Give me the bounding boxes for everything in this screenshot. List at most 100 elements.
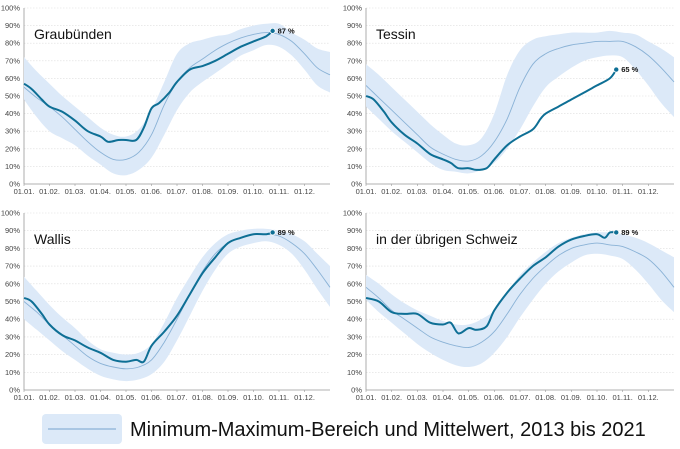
min-max-band — [24, 23, 330, 176]
x-tick-label: 01.02. — [381, 187, 402, 196]
x-tick-label: 01.10. — [243, 393, 264, 402]
mean-line — [23, 233, 331, 370]
y-tick-label: 10% — [347, 162, 362, 171]
y-tick-label: 100% — [343, 209, 363, 218]
y-tick-label: 10% — [347, 368, 362, 377]
y-tick-label: 40% — [5, 315, 20, 324]
x-tick-label: 01.04. — [433, 393, 454, 402]
y-tick-label: 100% — [1, 209, 21, 218]
y-tick-label: 40% — [347, 109, 362, 118]
x-tick-label: 01.02. — [39, 187, 60, 196]
endpoint-label: 87 % — [278, 26, 295, 35]
panel-title: in der übrigen Schweiz — [376, 231, 518, 247]
x-tick-label: 01.04. — [90, 187, 111, 196]
y-tick-label: 20% — [347, 144, 362, 153]
current-endpoint — [269, 229, 276, 236]
y-tick-label: 70% — [5, 262, 20, 271]
x-tick-label: 01.09. — [218, 187, 239, 196]
x-tick-label: 01.01. — [14, 393, 35, 402]
x-tick-label: 01.07. — [510, 187, 531, 196]
y-tick-label: 50% — [347, 92, 362, 101]
x-tick-label: 01.08. — [192, 187, 213, 196]
current-endpoint — [613, 66, 620, 73]
y-tick-label: 60% — [5, 74, 20, 83]
y-tick-label: 80% — [5, 39, 20, 48]
y-tick-label: 20% — [5, 350, 20, 359]
y-tick-label: 10% — [5, 162, 20, 171]
x-tick-label: 01.07. — [510, 393, 531, 402]
y-tick-label: 100% — [1, 4, 21, 13]
x-tick-label: 01.01. — [356, 393, 377, 402]
x-tick-label: 01.06. — [484, 393, 505, 402]
y-tick-label: 70% — [5, 56, 20, 65]
y-tick-label: 40% — [5, 109, 20, 118]
x-tick-label: 01.01. — [14, 187, 35, 196]
x-tick-label: 01.03. — [407, 187, 428, 196]
x-tick-label: 01.07. — [167, 187, 188, 196]
y-tick-label: 50% — [347, 297, 362, 306]
y-tick-label: 30% — [347, 127, 362, 136]
current-line — [23, 231, 273, 364]
endpoint-label: 89 % — [621, 228, 638, 237]
y-tick-label: 50% — [5, 92, 20, 101]
y-tick-label: 80% — [347, 39, 362, 48]
x-tick-label: 01.03. — [65, 393, 86, 402]
y-tick-label: 10% — [5, 368, 20, 377]
y-tick-label: 70% — [347, 56, 362, 65]
min-max-band — [24, 228, 330, 382]
x-tick-label: 01.01. — [356, 187, 377, 196]
x-tick-label: 01.12. — [638, 393, 659, 402]
x-tick-label: 01.05. — [116, 187, 137, 196]
panel-title: Tessin — [376, 26, 416, 42]
x-tick-label: 01.10. — [243, 187, 264, 196]
y-tick-label: 50% — [5, 297, 20, 306]
current-endpoint — [269, 27, 276, 34]
x-tick-label: 01.06. — [484, 187, 505, 196]
x-tick-label: 01.05. — [116, 393, 137, 402]
x-tick-label: 01.05. — [458, 393, 479, 402]
endpoint-label: 65 % — [621, 65, 638, 74]
current-line — [365, 69, 618, 171]
x-tick-label: 01.03. — [407, 393, 428, 402]
y-tick-label: 80% — [347, 244, 362, 253]
y-tick-label: 30% — [347, 332, 362, 341]
min-max-band — [366, 30, 674, 174]
mean-line — [365, 242, 675, 349]
panel-title: Wallis — [34, 231, 71, 247]
current-endpoint — [613, 229, 620, 236]
x-tick-label: 01.10. — [587, 393, 608, 402]
x-tick-label: 01.12. — [638, 187, 659, 196]
y-tick-label: 90% — [347, 226, 362, 235]
chart-panel-wallis: 0% 10% 20% 30% 40% 50% 60% 70% 80% 90% 100% 01.01. 0… — [1, 209, 331, 402]
x-tick-label: 01.11. — [269, 393, 289, 402]
y-tick-label: 30% — [5, 127, 20, 136]
panel-title: Graubünden — [34, 26, 112, 42]
y-tick-label: 20% — [5, 144, 20, 153]
x-tick-label: 01.06. — [141, 393, 162, 402]
x-tick-label: 01.04. — [90, 393, 111, 402]
x-tick-label: 01.10. — [587, 187, 608, 196]
chart-panel-tessin: 0% 10% 20% 30% 40% 50% 60% 70% 80% 90% 100% 01.01. 0… — [343, 4, 675, 196]
y-tick-label: 20% — [347, 350, 362, 359]
x-tick-label: 01.11. — [269, 187, 289, 196]
chart-panel-uebrige-schweiz: 0% 10% 20% 30% 40% 50% 60% 70% 80% 90% 100% 01.01. 0… — [343, 209, 675, 402]
x-tick-label: 01.04. — [433, 187, 454, 196]
current-line — [23, 30, 274, 143]
mean-line — [365, 40, 675, 162]
x-tick-label: 01.08. — [192, 393, 213, 402]
y-tick-label: 60% — [347, 74, 362, 83]
y-tick-label: 90% — [5, 226, 20, 235]
y-tick-label: 90% — [5, 21, 20, 30]
y-tick-label: 60% — [5, 279, 20, 288]
endpoint-label: 89 % — [278, 228, 295, 237]
x-tick-label: 01.11. — [613, 393, 633, 402]
x-tick-label: 01.09. — [561, 393, 582, 402]
y-tick-label: 0% — [9, 386, 20, 395]
x-tick-label: 01.12. — [294, 393, 315, 402]
y-tick-label: 100% — [343, 4, 363, 13]
x-tick-label: 01.02. — [381, 393, 402, 402]
x-tick-label: 01.03. — [65, 187, 86, 196]
current-line — [365, 231, 617, 335]
x-tick-label: 01.12. — [294, 187, 315, 196]
